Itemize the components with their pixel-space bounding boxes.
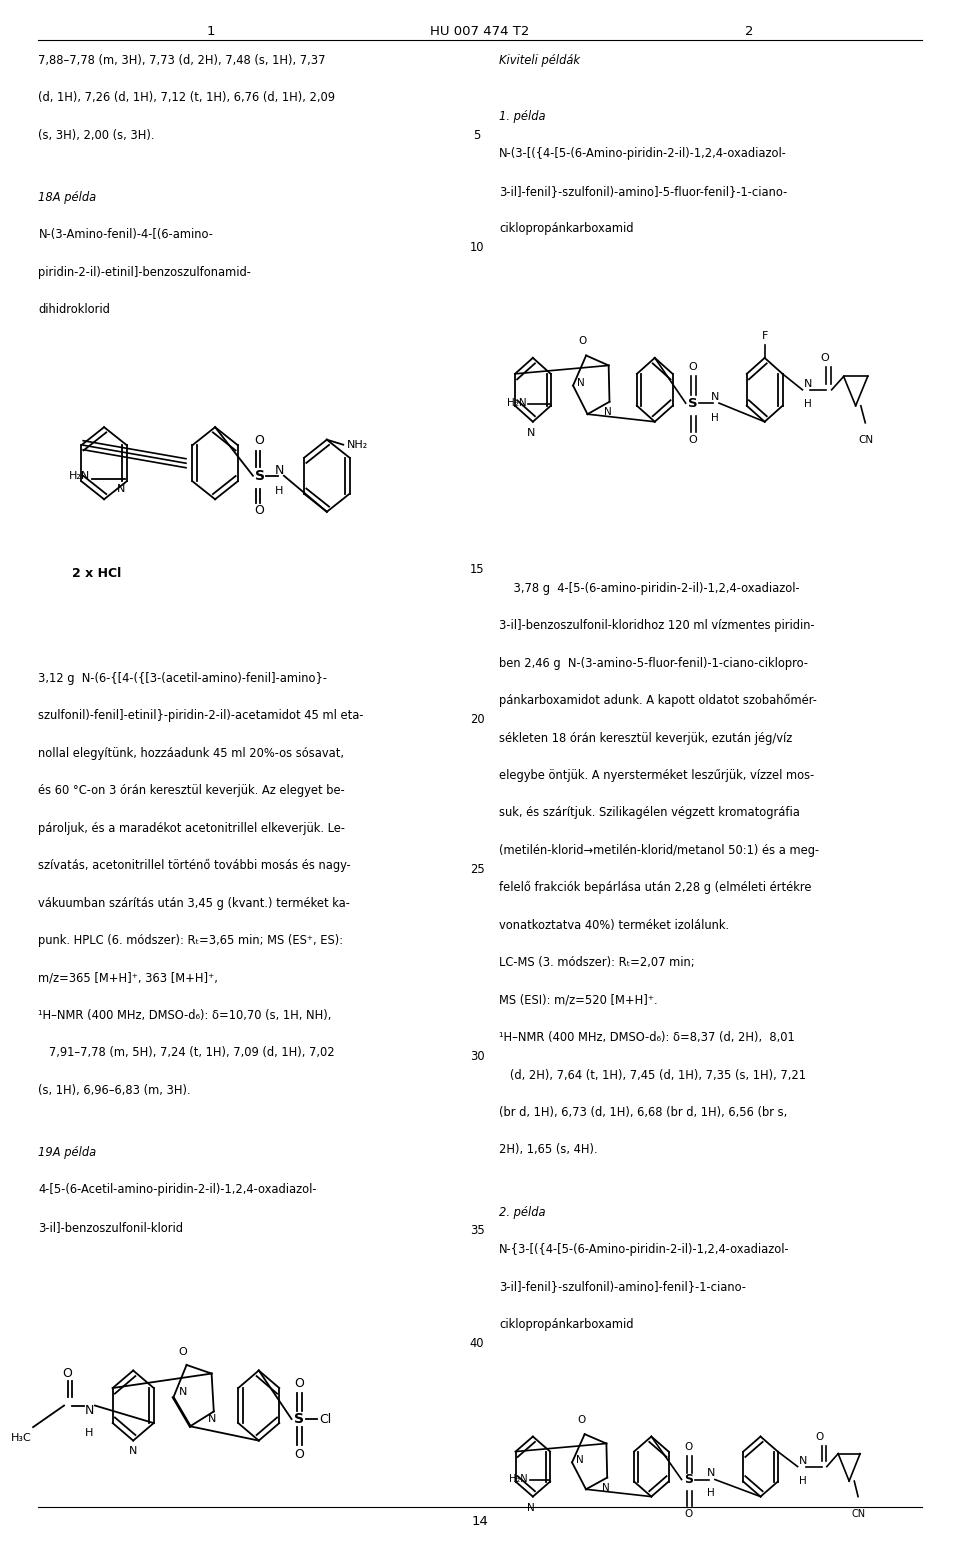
Text: (s, 3H), 2,00 (s, 3H).: (s, 3H), 2,00 (s, 3H). <box>38 129 155 142</box>
Text: szulfonil)-fenil]-etinil}-piridin-2-il)-acetamidot 45 ml eta-: szulfonil)-fenil]-etinil}-piridin-2-il)-… <box>38 709 364 723</box>
Text: 3,12 g  N-(6-{[4-({[3-(acetil-amino)-fenil]-amino}-: 3,12 g N-(6-{[4-({[3-(acetil-amino)-feni… <box>38 672 327 686</box>
Text: N-(3-Amino-fenil)-4-[(6-amino-: N-(3-Amino-fenil)-4-[(6-amino- <box>38 228 213 242</box>
Text: 4-[5-(6-Acetil-amino-piridin-2-il)-1,2,4-oxadiazol-: 4-[5-(6-Acetil-amino-piridin-2-il)-1,2,4… <box>38 1183 317 1196</box>
Text: 2H), 1,65 (s, 4H).: 2H), 1,65 (s, 4H). <box>499 1143 598 1156</box>
Text: (br d, 1H), 6,73 (d, 1H), 6,68 (br d, 1H), 6,56 (br s,: (br d, 1H), 6,73 (d, 1H), 6,68 (br d, 1H… <box>499 1106 787 1119</box>
Text: N-{3-[({4-[5-(6-Amino-piridin-2-il)-1,2,4-oxadiazol-: N-{3-[({4-[5-(6-Amino-piridin-2-il)-1,2,… <box>499 1244 790 1256</box>
Text: 2. példa: 2. példa <box>499 1205 545 1219</box>
Text: 3-il]-fenil}-szulfonil)-amino]-5-fluor-fenil}-1-ciano-: 3-il]-fenil}-szulfonil)-amino]-5-fluor-f… <box>499 185 787 197</box>
Text: 30: 30 <box>469 1049 485 1063</box>
Text: vonatkoztatva 40%) terméket izolálunk.: vonatkoztatva 40%) terméket izolálunk. <box>499 918 730 932</box>
Text: pároljuk, és a maradékot acetonitrillel elkeverjük. Le-: pároljuk, és a maradékot acetonitrillel … <box>38 821 346 835</box>
Text: 18A példa: 18A példa <box>38 191 97 203</box>
Text: LC-MS (3. módszer): Rₜ=2,07 min;: LC-MS (3. módszer): Rₜ=2,07 min; <box>499 955 695 969</box>
Text: ciklopropánkarboxamid: ciklopropánkarboxamid <box>499 1318 634 1331</box>
Text: és 60 °C-on 3 órán keresztül keverjük. Az elegyet be-: és 60 °C-on 3 órán keresztül keverjük. A… <box>38 784 346 797</box>
Text: 10: 10 <box>469 240 485 254</box>
Text: (s, 1H), 6,96–6,83 (m, 3H).: (s, 1H), 6,96–6,83 (m, 3H). <box>38 1083 191 1097</box>
Text: dihidroklorid: dihidroklorid <box>38 304 110 316</box>
Text: 7,88–7,78 (m, 3H), 7,73 (d, 2H), 7,48 (s, 1H), 7,37: 7,88–7,78 (m, 3H), 7,73 (d, 2H), 7,48 (s… <box>38 54 325 66</box>
Text: (metilén-klorid→metilén-klorid/metanol 50:1) és a meg-: (metilén-klorid→metilén-klorid/metanol 5… <box>499 844 819 857</box>
Text: 7,91–7,78 (m, 5H), 7,24 (t, 1H), 7,09 (d, 1H), 7,02: 7,91–7,78 (m, 5H), 7,24 (t, 1H), 7,09 (d… <box>38 1046 335 1060</box>
Text: 15: 15 <box>469 562 485 576</box>
Text: MS (ESI): m/z=520 [M+H]⁺.: MS (ESI): m/z=520 [M+H]⁺. <box>499 994 658 1006</box>
Text: ¹H–NMR (400 MHz, DMSO-d₆): δ=10,70 (s, 1H, NH),: ¹H–NMR (400 MHz, DMSO-d₆): δ=10,70 (s, 1… <box>38 1009 332 1022</box>
Text: ben 2,46 g  N-(3-amino-5-fluor-fenil)-1-ciano-ciklopro-: ben 2,46 g N-(3-amino-5-fluor-fenil)-1-c… <box>499 656 808 670</box>
Text: HU 007 474 T2: HU 007 474 T2 <box>430 25 530 37</box>
Text: nollal elegyítünk, hozzáadunk 45 ml 20%-os sósavat,: nollal elegyítünk, hozzáadunk 45 ml 20%-… <box>38 747 345 760</box>
Text: 20: 20 <box>469 713 485 726</box>
Text: suk, és szárítjuk. Szilikagélen végzett kromatográfia: suk, és szárítjuk. Szilikagélen végzett … <box>499 806 800 820</box>
Text: 25: 25 <box>469 863 485 875</box>
Text: szívatás, acetonitrillel történő további mosás és nagy-: szívatás, acetonitrillel történő további… <box>38 860 351 872</box>
Text: 1: 1 <box>207 25 215 37</box>
Text: Kiviteli példák: Kiviteli példák <box>499 54 580 66</box>
Text: 14: 14 <box>471 1515 489 1527</box>
Text: elegybe öntjük. A nyersterméket leszűrjük, vízzel mos-: elegybe öntjük. A nyersterméket leszűrjü… <box>499 769 814 781</box>
Text: 40: 40 <box>469 1336 485 1350</box>
Text: 35: 35 <box>469 1224 485 1237</box>
Text: sékleten 18 órán keresztül keverjük, ezután jég/víz: sékleten 18 órán keresztül keverjük, ezu… <box>499 732 792 744</box>
Text: punk. HPLC (6. módszer): Rₜ=3,65 min; MS (ES⁺, ES):: punk. HPLC (6. módszer): Rₜ=3,65 min; MS… <box>38 934 344 948</box>
Text: felelő frakciók bepárlása után 2,28 g (elméleti értékre: felelő frakciók bepárlása után 2,28 g (e… <box>499 881 812 894</box>
Text: pánkarboxamidot adunk. A kapott oldatot szobahőmér-: pánkarboxamidot adunk. A kapott oldatot … <box>499 693 817 707</box>
Text: ¹H–NMR (400 MHz, DMSO-d₆): δ=8,37 (d, 2H),  8,01: ¹H–NMR (400 MHz, DMSO-d₆): δ=8,37 (d, 2H… <box>499 1031 795 1045</box>
Text: 2: 2 <box>745 25 753 37</box>
Text: 5: 5 <box>473 128 481 142</box>
Text: vákuumban szárítás után 3,45 g (kvant.) terméket ka-: vákuumban szárítás után 3,45 g (kvant.) … <box>38 897 350 909</box>
Text: 3-il]-fenil}-szulfonil)-amino]-fenil}-1-ciano-: 3-il]-fenil}-szulfonil)-amino]-fenil}-1-… <box>499 1281 746 1293</box>
Text: 3-il]-benzoszulfonil-kloridhoz 120 ml vízmentes piridin-: 3-il]-benzoszulfonil-kloridhoz 120 ml ví… <box>499 619 815 632</box>
Text: 19A példa: 19A példa <box>38 1147 97 1159</box>
Text: m/z=365 [M+H]⁺, 363 [M+H]⁺,: m/z=365 [M+H]⁺, 363 [M+H]⁺, <box>38 971 218 985</box>
Text: piridin-2-il)-etinil]-benzoszulfonamid-: piridin-2-il)-etinil]-benzoszulfonamid- <box>38 267 252 279</box>
Text: N-(3-[({4-[5-(6-Amino-piridin-2-il)-1,2,4-oxadiazol-: N-(3-[({4-[5-(6-Amino-piridin-2-il)-1,2,… <box>499 148 787 160</box>
Text: ciklopropánkarboxamid: ciklopropánkarboxamid <box>499 222 634 236</box>
Text: 1. példa: 1. példa <box>499 109 545 123</box>
Text: (d, 2H), 7,64 (t, 1H), 7,45 (d, 1H), 7,35 (s, 1H), 7,21: (d, 2H), 7,64 (t, 1H), 7,45 (d, 1H), 7,3… <box>499 1068 806 1082</box>
Text: 3,78 g  4-[5-(6-amino-piridin-2-il)-1,2,4-oxadiazol-: 3,78 g 4-[5-(6-amino-piridin-2-il)-1,2,4… <box>499 582 800 595</box>
Text: 3-il]-benzoszulfonil-klorid: 3-il]-benzoszulfonil-klorid <box>38 1220 183 1234</box>
Text: (d, 1H), 7,26 (d, 1H), 7,12 (t, 1H), 6,76 (d, 1H), 2,09: (d, 1H), 7,26 (d, 1H), 7,12 (t, 1H), 6,7… <box>38 91 335 105</box>
